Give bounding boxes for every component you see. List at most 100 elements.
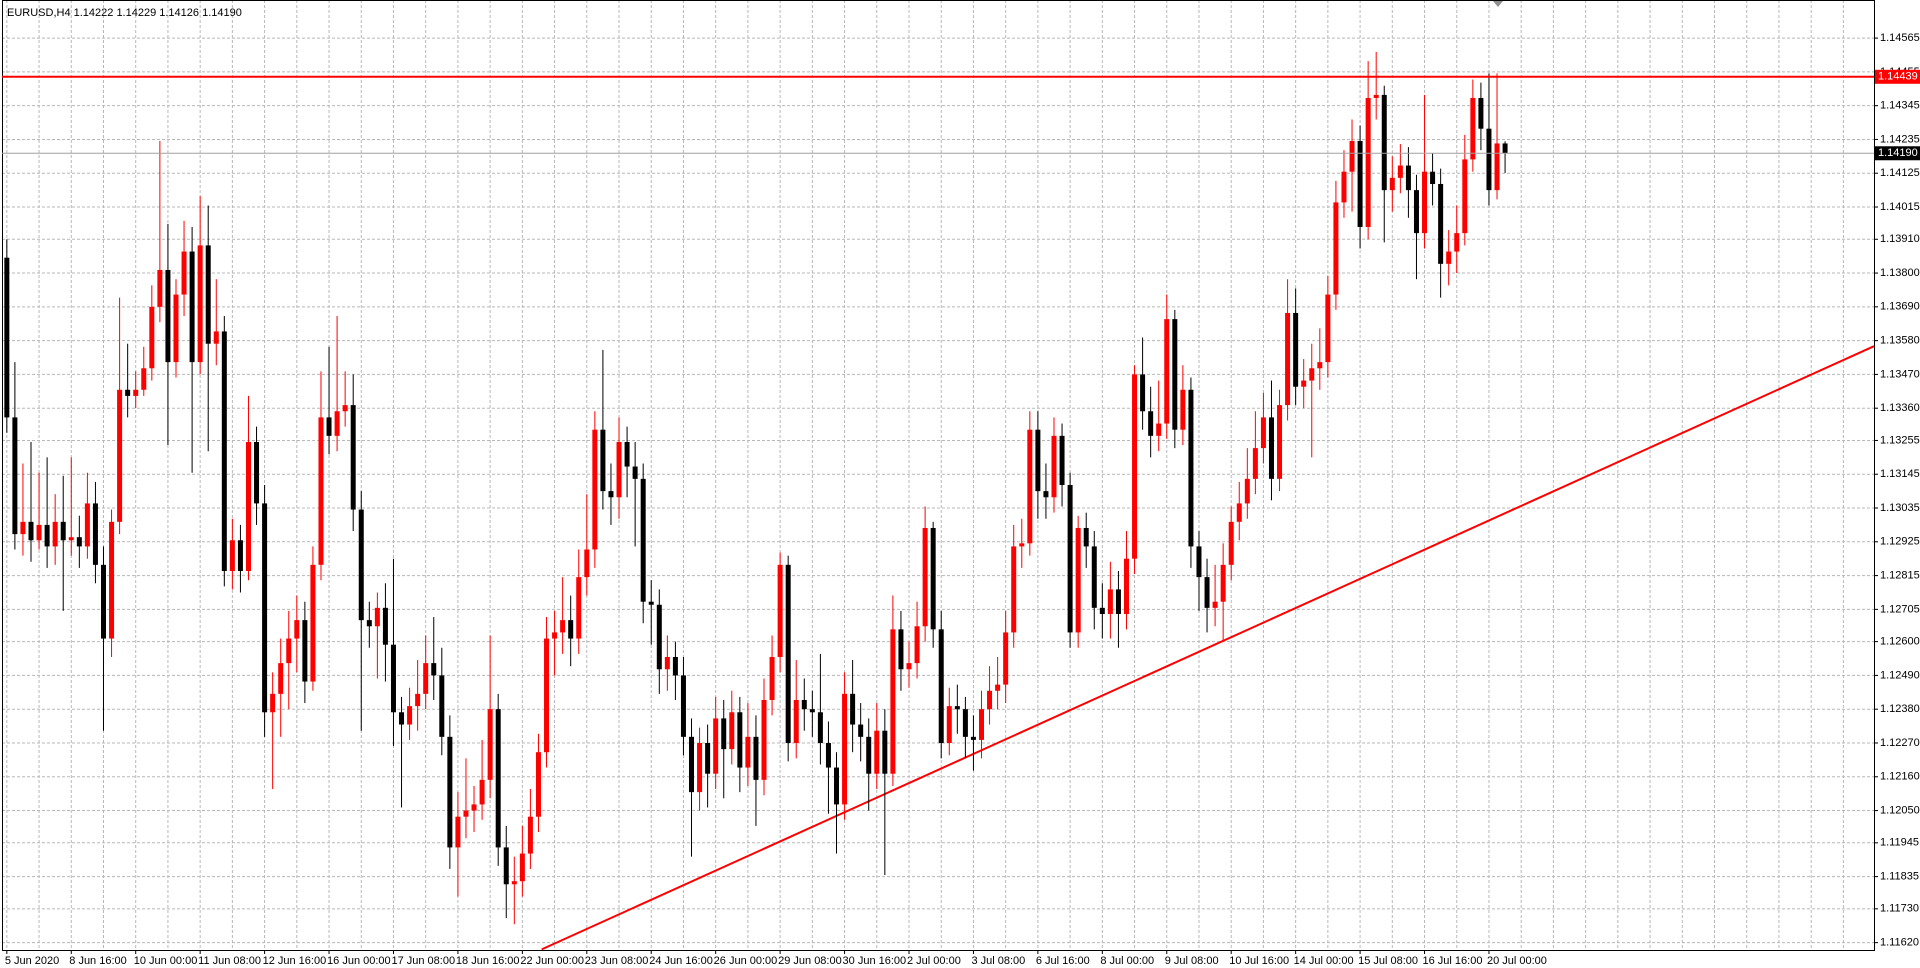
y-tick-label: 1.12490: [1880, 669, 1920, 681]
plot-frame: [2, 0, 1875, 951]
candle-body: [431, 663, 437, 676]
candle-body: [254, 441, 260, 504]
y-tick-label: 1.13580: [1880, 335, 1920, 347]
candle-body: [52, 521, 58, 547]
candle-body: [407, 706, 413, 725]
candle-body: [318, 417, 324, 565]
candle-body: [439, 675, 445, 737]
candle-body: [922, 527, 928, 627]
x-tick-label: 9 Jul 08:00: [1165, 955, 1219, 967]
candle-body: [382, 607, 388, 645]
candle-body: [946, 706, 952, 743]
candle-body: [930, 527, 936, 630]
candle-body: [608, 491, 614, 498]
candle-body: [1349, 140, 1355, 172]
candle-body: [511, 881, 517, 885]
candle-body: [1454, 233, 1460, 252]
candle-body: [1446, 251, 1452, 264]
candle-body: [938, 629, 944, 743]
candle-body: [1011, 546, 1017, 633]
candle-body: [463, 810, 469, 817]
x-tick-label: 8 Jul 00:00: [1100, 955, 1154, 967]
candle-body: [648, 601, 654, 605]
candle-body: [898, 629, 904, 670]
candle-body: [302, 620, 308, 682]
y-tick-label: 1.14345: [1880, 100, 1920, 112]
candle-body: [487, 709, 493, 780]
candle-body: [745, 736, 751, 768]
candle-body: [358, 509, 364, 621]
x-tick-label: 23 Jun 08:00: [585, 955, 649, 967]
candle-body: [173, 294, 179, 363]
candle-body: [592, 429, 598, 550]
candle-body: [1164, 319, 1170, 424]
candle-body: [390, 644, 396, 713]
candle-body: [1123, 558, 1129, 614]
candle-body: [1140, 374, 1146, 412]
y-tick-label: 1.12925: [1880, 536, 1920, 548]
x-tick-label: 5 Jun 2020: [5, 955, 59, 967]
candle-body: [423, 663, 429, 694]
y-tick-label: 1.11835: [1880, 870, 1919, 882]
candle-body: [165, 269, 171, 363]
y-tick-label: 1.13690: [1880, 301, 1920, 313]
y-tick-label: 1.14015: [1880, 201, 1920, 213]
x-tick-label: 18 Jun 16:00: [456, 955, 520, 967]
candle-body: [1220, 564, 1226, 602]
candle-body: [1373, 94, 1379, 98]
candle-body: [270, 693, 276, 713]
candle-body: [761, 699, 767, 780]
candle-body: [60, 521, 66, 541]
candle-body: [519, 853, 525, 882]
x-tick-label: 20 Jul 00:00: [1487, 955, 1547, 967]
x-tick-label: 11 Jun 08:00: [198, 955, 261, 967]
candle-body: [1115, 589, 1121, 614]
candle-body: [1180, 389, 1186, 430]
candle-body: [970, 736, 976, 740]
candle-body: [769, 656, 775, 700]
candle-body: [584, 549, 590, 578]
candle-body: [1494, 143, 1500, 191]
candle-body: [1470, 97, 1476, 160]
x-tick-label: 12 Jun 16:00: [263, 955, 327, 967]
candle-body: [334, 411, 340, 436]
candle-body: [342, 405, 348, 412]
y-tick-label: 1.14565: [1880, 32, 1920, 44]
bid-label-box: [1875, 146, 1920, 161]
y-tick-label: 1.12705: [1880, 603, 1920, 615]
candle-body: [1478, 97, 1484, 129]
candle-body: [374, 607, 380, 627]
candle-body: [221, 331, 227, 571]
y-tick-label: 1.11945: [1880, 837, 1919, 849]
candle-body: [1365, 97, 1371, 227]
candle-body: [20, 521, 26, 535]
candle-body: [1083, 527, 1089, 547]
candle-body: [544, 638, 550, 753]
candle-body: [76, 537, 82, 547]
candle-body: [350, 405, 356, 510]
candle-body: [1188, 389, 1194, 547]
candle-body: [141, 368, 147, 390]
candle-body: [1099, 607, 1105, 614]
candle-body: [640, 478, 646, 602]
x-tick-label: 16 Jul 16:00: [1423, 955, 1483, 967]
candle-body: [1212, 601, 1218, 608]
candle-body: [36, 524, 42, 541]
candle-body: [1285, 312, 1291, 406]
candle-body: [753, 736, 759, 780]
candle-body: [1357, 140, 1363, 227]
x-tick-label: 26 Jun 00:00: [714, 955, 778, 967]
y-tick-label: 1.12600: [1880, 636, 1920, 648]
candle-body: [672, 656, 678, 676]
y-tick-label: 1.12050: [1880, 804, 1920, 816]
candle-body: [1228, 521, 1234, 565]
level-label: 1.14439: [1878, 71, 1918, 83]
candle-body: [310, 564, 316, 682]
y-tick-label: 1.13035: [1880, 502, 1920, 514]
y-tick-label: 1.13800: [1880, 267, 1920, 279]
candle-body: [1051, 435, 1057, 498]
candle-body: [1204, 577, 1210, 608]
candle-body: [817, 712, 823, 743]
candle-body: [1381, 94, 1387, 191]
candle-body: [914, 626, 920, 664]
